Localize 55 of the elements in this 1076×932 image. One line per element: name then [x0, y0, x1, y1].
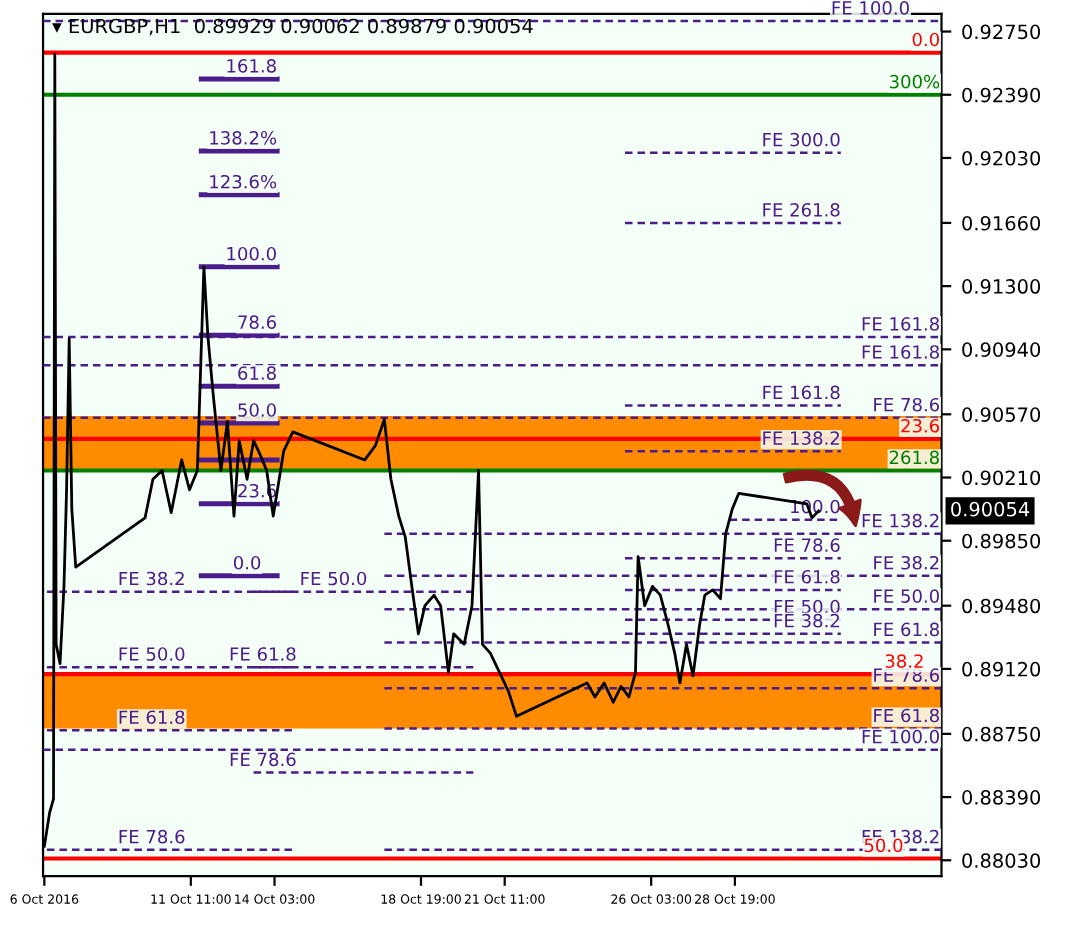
- annotation: FE 138.2: [862, 513, 939, 528]
- annotation: 61.8: [238, 366, 276, 380]
- y-tick-label: 0.88390: [962, 790, 1041, 805]
- annotation: FE 100.0: [832, 1, 909, 15]
- annotation: FE 78.6: [119, 829, 185, 844]
- annotation: FE 50.0: [774, 599, 840, 614]
- annotation: FE 261.8: [763, 202, 840, 217]
- annotation: FE 38.2: [119, 571, 184, 586]
- y-tick-label: 0.91660: [962, 215, 1041, 231]
- annotation: 138.2%: [210, 131, 277, 145]
- annotation: FE 161.8: [763, 385, 840, 400]
- annotation: FE 61.8: [874, 622, 939, 637]
- annotation: FE 50.0: [874, 589, 939, 603]
- annotation: FE 100.0: [862, 729, 939, 744]
- annotation: 300%: [889, 74, 940, 89]
- annotation: FE 78.6: [230, 752, 296, 767]
- y-tick-label: 0.91300: [962, 279, 1041, 294]
- annotation: FE 78.6: [874, 397, 940, 412]
- y-tick-label: 0.89120: [962, 661, 1041, 677]
- annotation: 0.0: [233, 555, 261, 570]
- y-tick-label: 0.89850: [962, 533, 1041, 549]
- y-tick-label: 0.90940: [962, 342, 1041, 357]
- annotation: FE 161.8: [862, 317, 939, 331]
- annotation: FE 61.8: [774, 569, 840, 584]
- annotation: 23.6: [901, 418, 940, 433]
- annotation: FE 300.0: [763, 132, 840, 147]
- y-tick-label: 0.89480: [962, 598, 1041, 614]
- text: 0.90054: [951, 501, 1030, 517]
- y-tick-label: 0.90570: [962, 407, 1041, 422]
- annotation: 38.2: [885, 654, 923, 668]
- y-tick-label: 0.88030: [962, 853, 1041, 868]
- chart-title: ▾ EURGBP,H1 0.89929 0.90062 0.89879 0.90054: [52, 18, 533, 36]
- y-tick-label: 0.92750: [962, 24, 1041, 40]
- y-tick-label: 0.92390: [962, 87, 1041, 103]
- annotation: FE 61.8: [230, 647, 296, 661]
- annotation: 0.0: [912, 32, 939, 47]
- y-tick-label: 0.90210: [962, 470, 1041, 486]
- annotation: FE 38.2: [774, 613, 839, 628]
- annotation: FE 50.0: [301, 571, 367, 586]
- annotation: FE 78.6: [774, 538, 840, 552]
- annotation: 78.6: [238, 315, 276, 330]
- annotation: 50.0: [238, 403, 276, 417]
- annotation: 161.8: [227, 59, 276, 73]
- annotation: 261.8: [889, 450, 939, 465]
- annotation: FE 50.0: [119, 647, 185, 661]
- annotation: 100.0: [227, 246, 276, 261]
- annotation: FE 38.2: [874, 555, 939, 570]
- y-tick-label: 0.92030: [962, 150, 1041, 166]
- annotation: FE 161.8: [862, 345, 939, 359]
- annotation: 123.6%: [210, 174, 277, 189]
- annotation: FE 138.2: [763, 431, 839, 445]
- annotation: FE 78.6: [874, 668, 940, 682]
- annotation: FE 61.8: [874, 708, 939, 723]
- annotation: FE 61.8: [119, 710, 185, 725]
- y-tick-label: 0.88750: [962, 726, 1041, 742]
